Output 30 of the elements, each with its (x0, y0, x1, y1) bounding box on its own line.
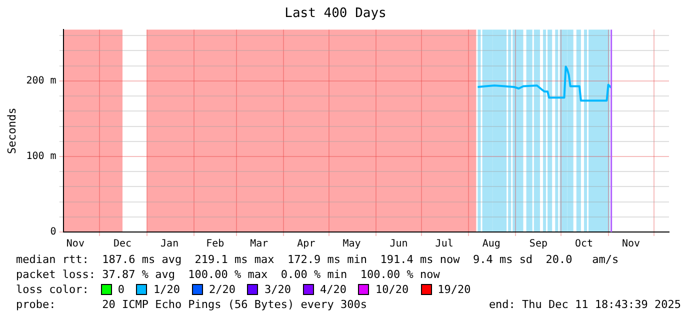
legend-label: 0 (118, 282, 124, 297)
y-tick-label: 100 m (26, 151, 56, 162)
legend-label: 4/20 (320, 282, 346, 297)
x-tick-label: Jun (390, 238, 408, 250)
x-tick-label: Apr (297, 238, 316, 250)
x-tick-label: Aug (482, 238, 500, 250)
x-tick-label: Jul (435, 238, 454, 250)
legend-label: 1/20 (153, 282, 180, 297)
legend-title: loss color: (16, 282, 89, 297)
x-tick-label: Mar (250, 238, 268, 250)
text: packet loss: 37.87 % avg 100.00 % max 0.00 % min 100.00 % now (16, 267, 441, 282)
text: probe: 20 ICMP Echo Pings (56 Bytes) every 300s (16, 297, 367, 312)
legend-label: 19/20 (438, 282, 471, 297)
y-tick-label: 0 (50, 226, 56, 238)
legend-label: 3/20 (264, 282, 291, 297)
chart-title: Last 400 Days (284, 6, 386, 22)
text: median rtt: 187.6 ms avg 219.1 ms max 172.9 ms min 191.4 ms now 9.4 ms sd 20.0 am/s (16, 252, 620, 267)
y-axis-title: Seconds (5, 108, 18, 154)
x-tick-label: Sep (529, 238, 548, 250)
text: end: Thu Dec 11 18:43:39 2025 (488, 297, 681, 312)
y-tick-label: 200 m (26, 76, 56, 87)
x-tick-label: Jan (160, 238, 179, 250)
x-tick-label: May (342, 238, 361, 250)
x-tick-label: Nov (66, 238, 84, 250)
x-tick-label: Oct (574, 238, 594, 250)
x-tick-label: Nov (622, 238, 640, 250)
x-tick-label: Dec (113, 238, 132, 250)
x-tick-label: Feb (206, 238, 224, 250)
legend-label: 2/20 (208, 282, 236, 297)
legend-label: 10/20 (375, 282, 409, 297)
